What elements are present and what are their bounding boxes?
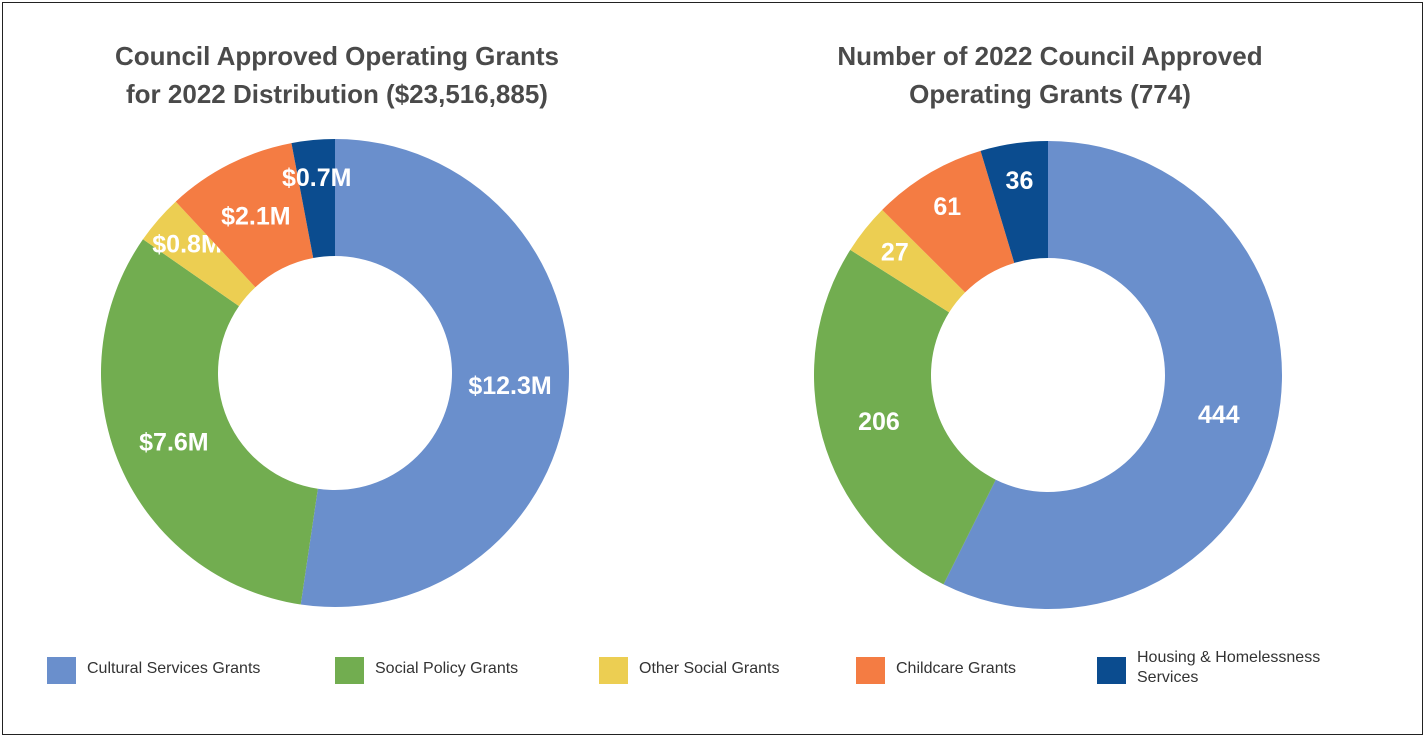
legend: Cultural Services Grants Social Policy G… — [47, 648, 1407, 698]
legend-swatch — [599, 657, 628, 684]
slice-data-label: $2.1M — [221, 202, 290, 230]
legend-swatch — [335, 657, 364, 684]
slice-data-label: $7.6M — [139, 429, 208, 457]
legend-swatch — [1097, 657, 1126, 684]
legend-swatch — [856, 657, 885, 684]
legend-label: Housing & Homelessness Services — [1137, 648, 1377, 688]
slice-data-label: $12.3M — [468, 372, 551, 400]
slice-data-label: 444 — [1198, 401, 1240, 429]
slice-data-label: 36 — [1006, 167, 1034, 195]
legend-swatch — [47, 657, 76, 684]
donut-slice-social-policy-grants — [814, 250, 996, 585]
donut-chart-grants-value: $12.3M$7.6M$0.8M$2.1M$0.7M — [3, 3, 671, 643]
slice-data-label: 27 — [881, 239, 909, 267]
legend-label: Cultural Services Grants — [87, 659, 260, 679]
slice-data-label: $0.7M — [282, 164, 351, 192]
slice-data-label: 61 — [933, 193, 961, 221]
legend-label: Social Policy Grants — [375, 659, 518, 679]
legend-label: Childcare Grants — [896, 659, 1016, 679]
donut-slice-social-policy-grants — [101, 239, 318, 604]
donut-chart-grants-count: 444 206 27 61 36 — [716, 3, 1384, 643]
legend-label: Other Social Grants — [639, 659, 780, 679]
slice-data-label: 206 — [858, 408, 900, 436]
